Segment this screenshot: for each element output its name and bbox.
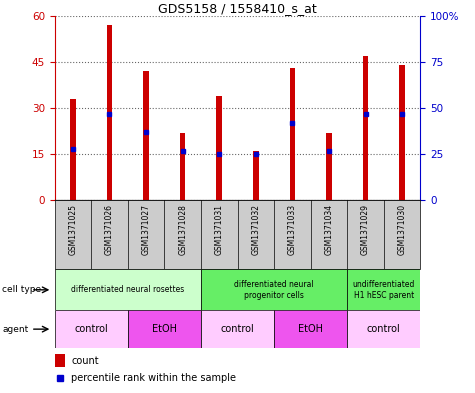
Text: control: control: [367, 324, 401, 334]
Bar: [217, 96, 222, 200]
Title: GDS5158 / 1558410_s_at: GDS5158 / 1558410_s_at: [158, 2, 317, 15]
Text: EtOH: EtOH: [298, 324, 323, 334]
Bar: [347, 310, 420, 348]
Text: GSM1371033: GSM1371033: [288, 204, 297, 255]
Text: GSM1371031: GSM1371031: [215, 204, 224, 255]
Text: differentiated neural
progenitor cells: differentiated neural progenitor cells: [234, 280, 314, 299]
Text: undifferentiated
H1 hESC parent: undifferentiated H1 hESC parent: [352, 280, 415, 299]
Text: count: count: [71, 356, 99, 365]
Bar: [55, 354, 65, 367]
Text: control: control: [74, 324, 108, 334]
Text: GSM1371027: GSM1371027: [142, 204, 151, 255]
Text: percentile rank within the sample: percentile rank within the sample: [71, 373, 236, 383]
Bar: [253, 151, 258, 200]
Bar: [274, 310, 347, 348]
Text: control: control: [220, 324, 255, 334]
Bar: [399, 65, 405, 200]
Bar: [70, 99, 76, 200]
Text: GSM1371034: GSM1371034: [324, 204, 333, 255]
Text: cell type: cell type: [2, 285, 41, 294]
Bar: [55, 310, 128, 348]
Text: GSM1371025: GSM1371025: [68, 204, 77, 255]
Bar: [347, 269, 420, 310]
Bar: [143, 71, 149, 200]
Text: GSM1371029: GSM1371029: [361, 204, 370, 255]
Bar: [201, 310, 274, 348]
Text: agent: agent: [2, 325, 28, 334]
Bar: [180, 133, 185, 200]
Text: GSM1371026: GSM1371026: [105, 204, 114, 255]
Bar: [326, 133, 332, 200]
Text: GSM1371032: GSM1371032: [251, 204, 260, 255]
Bar: [363, 56, 368, 200]
Bar: [55, 269, 201, 310]
Text: GSM1371028: GSM1371028: [178, 204, 187, 255]
Bar: [201, 269, 347, 310]
Text: differentiated neural rosettes: differentiated neural rosettes: [71, 285, 184, 294]
Bar: [290, 68, 295, 200]
Bar: [107, 25, 112, 200]
Text: GSM1371030: GSM1371030: [398, 204, 407, 255]
Bar: [128, 310, 201, 348]
Text: EtOH: EtOH: [152, 324, 177, 334]
